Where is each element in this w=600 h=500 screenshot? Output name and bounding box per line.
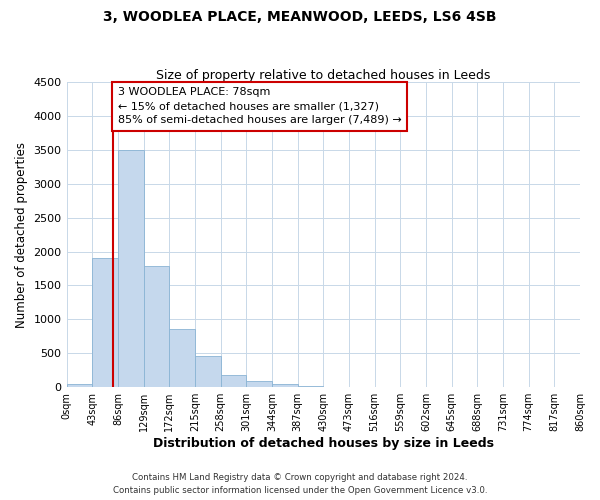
Y-axis label: Number of detached properties: Number of detached properties	[15, 142, 28, 328]
Bar	[221, 374, 246, 387]
Title: Size of property relative to detached houses in Leeds: Size of property relative to detached ho…	[156, 69, 490, 82]
Bar	[143, 266, 169, 387]
Bar	[67, 384, 92, 387]
Bar	[195, 356, 221, 387]
Bar	[272, 384, 298, 387]
Bar	[169, 329, 195, 387]
Bar	[298, 386, 323, 387]
Bar	[92, 258, 118, 387]
Text: Contains HM Land Registry data © Crown copyright and database right 2024.
Contai: Contains HM Land Registry data © Crown c…	[113, 474, 487, 495]
Bar	[246, 381, 272, 387]
X-axis label: Distribution of detached houses by size in Leeds: Distribution of detached houses by size …	[153, 437, 494, 450]
Text: 3, WOODLEA PLACE, MEANWOOD, LEEDS, LS6 4SB: 3, WOODLEA PLACE, MEANWOOD, LEEDS, LS6 4…	[103, 10, 497, 24]
Text: 3 WOODLEA PLACE: 78sqm
← 15% of detached houses are smaller (1,327)
85% of semi-: 3 WOODLEA PLACE: 78sqm ← 15% of detached…	[118, 88, 401, 126]
Bar	[118, 150, 143, 387]
